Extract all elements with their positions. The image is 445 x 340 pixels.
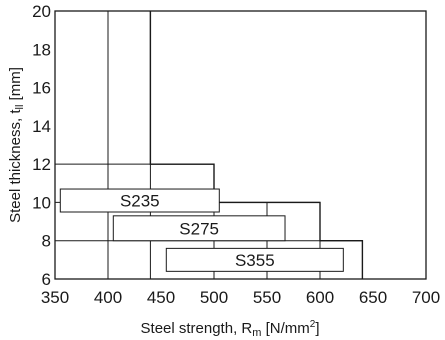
- x-axis-label-unit: [N/mm: [261, 320, 309, 337]
- y-tick-label: 18: [32, 40, 51, 59]
- y-tick-label: 12: [32, 155, 51, 174]
- x-axis-label-main: Steel strength, R: [141, 320, 253, 337]
- grade-label: S355: [235, 251, 275, 270]
- y-axis-label-sub: ll: [14, 105, 26, 110]
- plot-frame: [54, 10, 427, 280]
- strength-thickness-boundary: [149, 11, 364, 279]
- y-tick-label: 8: [42, 232, 51, 251]
- x-axis-label: Steel strength, Rm [N/mm2]: [141, 319, 320, 339]
- x-tick-label: 500: [200, 288, 228, 307]
- x-axis-label-sub: m: [252, 327, 261, 339]
- y-axis-label-main: Steel thickness, t: [7, 109, 24, 223]
- x-tick-label: 400: [94, 288, 122, 307]
- boundary-step-line: [149, 11, 364, 279]
- y-tick-label: 6: [42, 270, 51, 289]
- y-tick-label: 14: [32, 117, 51, 136]
- x-tick-label: 350: [41, 288, 69, 307]
- grade-label: S235: [120, 192, 160, 211]
- y-tick-label: 10: [32, 193, 51, 212]
- y-axis-label-unit: [mm]: [7, 67, 24, 105]
- x-tick-label: 700: [412, 288, 440, 307]
- y-tick-label: 20: [32, 2, 51, 21]
- y-tick-label: 16: [32, 79, 51, 98]
- grade-box: [59, 188, 220, 213]
- grade-box: [165, 247, 344, 272]
- x-tick-label: 600: [306, 288, 334, 307]
- x-tick-label: 450: [147, 288, 175, 307]
- tick-labels: 350 400 450 500 550 600 650 700 6 8 10 12 14 16 18 20: [32, 2, 440, 307]
- grade-label: S275: [179, 219, 219, 238]
- x-tick-label: 650: [359, 288, 387, 307]
- x-tick-label: 550: [253, 288, 281, 307]
- y-axis-label: Steel thickness, tll [mm]: [7, 67, 26, 223]
- steel-grade-boxes: S235 S275 S355: [59, 188, 344, 272]
- grade-box: [112, 215, 286, 242]
- x-axis-label-sup: 2: [310, 319, 316, 330]
- x-axis-label-close: ]: [315, 320, 319, 337]
